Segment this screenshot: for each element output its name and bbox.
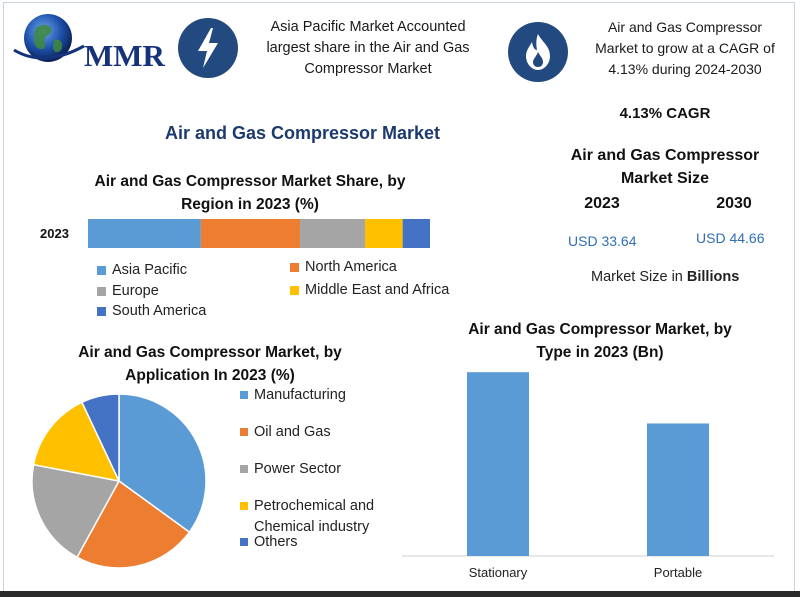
region-bar-segment-middle-east-and-africa — [365, 219, 403, 248]
legend-label: Manufacturing — [254, 387, 346, 403]
type-tick-label-portable: Portable — [654, 565, 702, 580]
pie-slice-oil-and-gas — [76, 479, 191, 569]
year-2030-label: 2030 — [716, 195, 752, 212]
legend-label-line-2: Chemical industry — [254, 519, 370, 535]
legend-label: Petrochemical and Chemical industry — [254, 496, 374, 538]
type-chart-title: Air and Gas Compressor Market, by Type i… — [430, 318, 770, 364]
legend-label: Oil and Gas — [254, 424, 331, 440]
mmr-logo: MMR — [10, 10, 165, 73]
unit-note: Market Size in Billions — [591, 269, 739, 285]
region-stacked-bar-chart — [88, 219, 430, 248]
legend-swatch — [240, 465, 248, 473]
type-bar-portable — [647, 423, 709, 556]
type-chart-title-line-1: Air and Gas Compressor Market, by — [468, 321, 732, 338]
legend-label: Asia Pacific — [112, 262, 187, 278]
region-bar-segment-south-america — [402, 219, 430, 248]
type-bar-chart: Stationary Portable — [402, 372, 774, 580]
info-text-1-line-3: Compressor Market — [304, 61, 432, 77]
application-legend-manufacturing: Manufacturing — [240, 387, 346, 403]
unit-note-prefix: Market Size in — [591, 269, 687, 285]
legend-swatch — [97, 306, 106, 316]
info-text-1-line-2: largest share in the Air and Gas — [266, 40, 470, 56]
market-size-title: Air and Gas Compressor Market Size — [540, 144, 790, 190]
legend-swatch — [290, 285, 299, 295]
legend-swatch — [240, 538, 248, 546]
legend-swatch — [97, 286, 106, 296]
region-bar-segment-north-america — [200, 219, 301, 248]
bottom-strip — [0, 591, 800, 597]
region-legend-south-america: South America — [97, 303, 206, 319]
info-text-1-line-1: Asia Pacific Market Accounted — [270, 19, 466, 35]
legend-label: Middle East and Africa — [305, 282, 450, 298]
info-text-2-line-1: Air and Gas Compressor — [607, 19, 763, 35]
legend-label: South America — [112, 303, 207, 319]
legend-label: Europe — [112, 283, 159, 299]
value-2030: USD 44.66 — [696, 230, 765, 246]
application-pie-chart — [31, 393, 207, 569]
cagr-label: 4.13% CAGR — [619, 105, 711, 122]
region-bar-segment-asia-pacific — [88, 219, 201, 248]
market-size-title-line-1: Air and Gas Compressor — [570, 147, 760, 164]
region-chart-title: Air and Gas Compressor Market Share, by … — [60, 170, 440, 216]
legend-label: Power Sector — [254, 461, 342, 477]
info-icon-circle-1 — [178, 18, 238, 78]
year-2023-label: 2023 — [584, 195, 620, 212]
main-title: Air and Gas Compressor Market — [164, 123, 441, 143]
application-legend-power-sector: Power Sector — [240, 461, 341, 477]
application-chart-title-line-2: Application In 2023 (%) — [125, 367, 295, 384]
legend-label: Others — [254, 534, 298, 550]
legend-swatch — [240, 428, 248, 436]
info-text-2-line-2: Market to grow at a CAGR of — [595, 40, 775, 56]
type-chart-title-line-2: Type in 2023 (Bn) — [536, 344, 664, 361]
info-text-2: Air and Gas Compressor Market to grow at… — [580, 17, 790, 80]
region-bar-segment-europe — [300, 219, 366, 248]
application-legend-petrochemical: Petrochemical and Chemical industry — [240, 496, 374, 538]
application-legend-others: Others — [240, 534, 298, 550]
market-size-title-line-2: Market Size — [620, 170, 710, 187]
legend-swatch — [240, 502, 248, 510]
region-chart-title-line-2: Region in 2023 (%) — [181, 196, 319, 213]
info-icon-circle-2 — [508, 22, 568, 82]
region-chart-title-line-1: Air and Gas Compressor Market Share, by — [94, 173, 406, 190]
pie-slice-others — [80, 393, 120, 482]
unit-note-bold: Billions — [686, 269, 740, 285]
application-chart-title: Air and Gas Compressor Market, by Applic… — [40, 341, 380, 387]
legend-label-line-1: Petrochemical and — [254, 498, 375, 514]
pie-slice-power-sector — [31, 463, 121, 559]
globe-icon — [13, 14, 85, 62]
legend-swatch — [240, 391, 248, 399]
legend-swatch — [97, 265, 106, 275]
application-chart-title-line-1: Air and Gas Compressor Market, by — [78, 344, 342, 361]
flame-icon — [526, 34, 550, 70]
application-legend-oil-and-gas: Oil and Gas — [240, 424, 331, 440]
lightning-bolt-icon — [198, 28, 218, 68]
legend-label: North America — [305, 259, 397, 275]
type-tick-label-stationary: Stationary — [469, 565, 528, 580]
legend-swatch — [290, 262, 299, 272]
region-legend-north-america: North America — [290, 259, 397, 275]
info-text-2-line-3: 4.13% during 2024-2030 — [608, 61, 762, 77]
pie-slice-petrochemical-and-chemical-industry — [32, 401, 121, 483]
pie-slice-manufacturing — [118, 393, 207, 534]
region-legend-europe: Europe — [97, 283, 159, 299]
region-legend-asia-pacific: Asia Pacific — [97, 262, 187, 278]
region-bar-category-label: 2023 — [40, 226, 69, 241]
info-text-1: Asia Pacific Market Accounted largest sh… — [248, 17, 488, 80]
value-2023: USD 33.64 — [568, 233, 637, 249]
region-legend-middle-east-africa: Middle East and Africa — [290, 282, 449, 298]
logo-text: MMR — [84, 38, 165, 73]
type-bar-stationary — [467, 372, 529, 556]
